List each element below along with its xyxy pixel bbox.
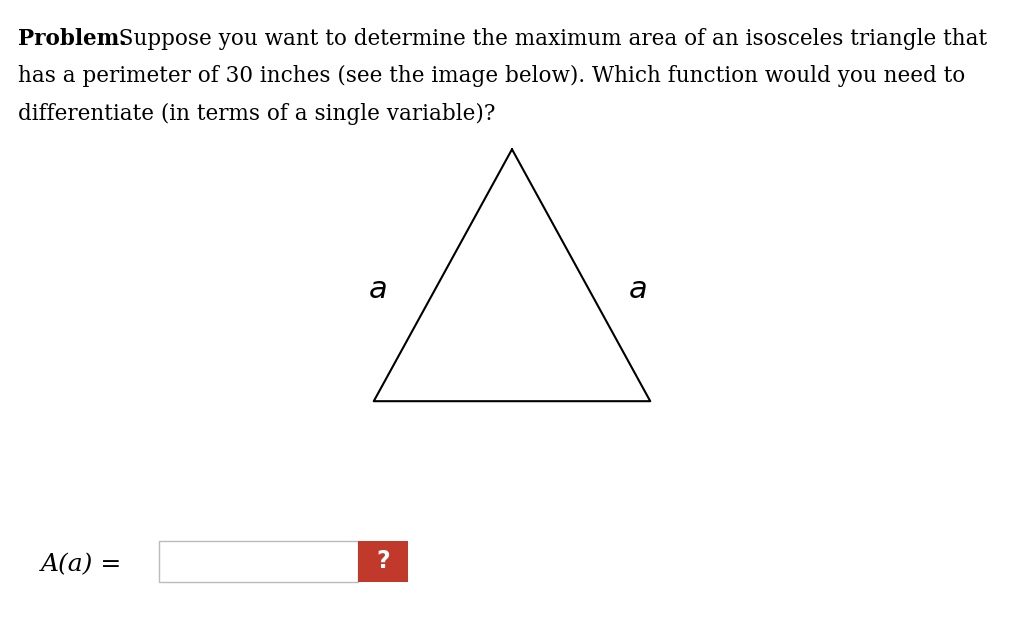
Text: $a$: $a$	[628, 274, 646, 305]
FancyBboxPatch shape	[159, 541, 358, 582]
Text: has a perimeter of 30 inches (see the image below). Which function would you nee: has a perimeter of 30 inches (see the im…	[18, 65, 966, 88]
Text: Problem.: Problem.	[18, 28, 127, 50]
Text: $a$: $a$	[369, 274, 387, 305]
Text: differentiate (in terms of a single variable)?: differentiate (in terms of a single vari…	[18, 103, 496, 125]
Text: A(a) =: A(a) =	[41, 554, 122, 576]
Text: ?: ?	[376, 549, 390, 573]
Text: Suppose you want to determine the maximum area of an isosceles triangle that: Suppose you want to determine the maximu…	[105, 28, 987, 50]
FancyBboxPatch shape	[358, 541, 408, 582]
